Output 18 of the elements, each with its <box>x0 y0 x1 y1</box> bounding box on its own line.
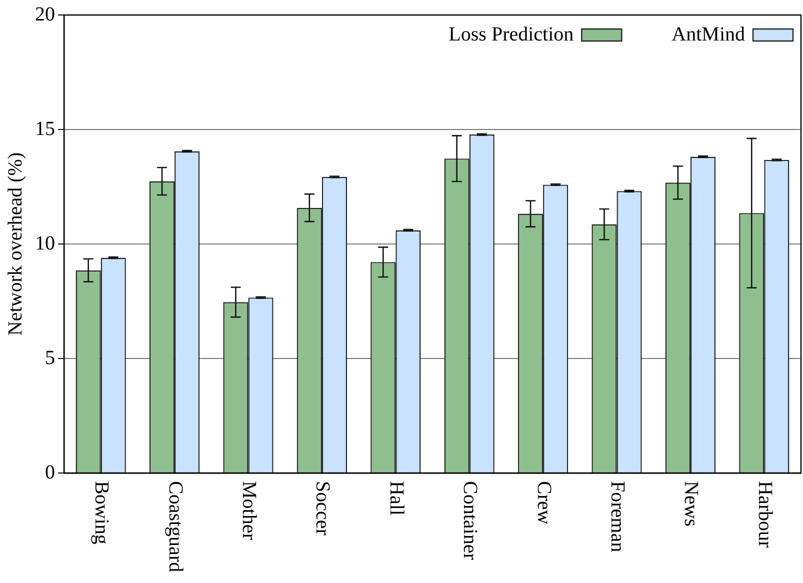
x-tick-label: Hall <box>385 481 408 516</box>
y-tick-label: 5 <box>45 346 55 369</box>
legend-label: Loss Prediction <box>448 23 574 46</box>
x-tick-label: Crew <box>532 481 555 525</box>
y-tick-label: 10 <box>35 232 55 254</box>
x-tick-label: Bowing <box>90 481 113 544</box>
x-tick-label: News <box>680 481 702 527</box>
legend-label: AntMind <box>672 23 745 46</box>
x-tick-label: Soccer <box>312 481 334 536</box>
x-tick-label: Container <box>459 481 482 560</box>
y-tick-label: 15 <box>35 118 55 140</box>
y-tick-label: 20 <box>35 3 55 26</box>
y-tick-label: 0 <box>45 461 55 484</box>
x-tick-label: Foreman <box>606 481 628 552</box>
x-tick-label: Coastguard <box>164 481 186 572</box>
x-tick-label: Mother <box>238 481 260 540</box>
x-tick-label: Harbour <box>754 481 776 548</box>
y-axis-title: Network overhead (%) <box>4 152 26 336</box>
